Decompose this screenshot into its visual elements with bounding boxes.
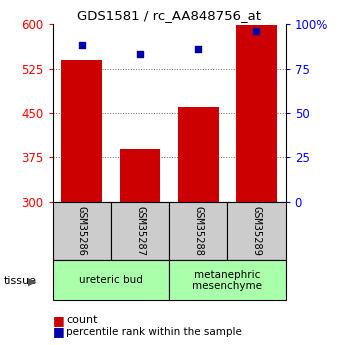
Text: GSM35288: GSM35288 <box>193 206 203 256</box>
Bar <box>178 107 219 202</box>
Bar <box>53 202 111 260</box>
Bar <box>227 202 286 260</box>
Bar <box>236 25 277 202</box>
Point <box>137 52 143 57</box>
Bar <box>111 202 169 260</box>
Bar <box>169 202 227 260</box>
Text: GSM35286: GSM35286 <box>77 206 87 256</box>
Bar <box>169 260 286 300</box>
Bar <box>62 60 102 202</box>
Text: tissue: tissue <box>3 276 36 286</box>
Text: ▶: ▶ <box>28 276 36 286</box>
Point <box>195 46 201 52</box>
Text: metanephric
mesenchyme: metanephric mesenchyme <box>192 269 262 291</box>
Text: percentile rank within the sample: percentile rank within the sample <box>66 327 242 337</box>
Title: GDS1581 / rc_AA848756_at: GDS1581 / rc_AA848756_at <box>77 9 261 22</box>
Text: ■: ■ <box>53 325 65 338</box>
Text: count: count <box>66 315 98 325</box>
Text: ureteric bud: ureteric bud <box>79 275 143 285</box>
Point <box>79 43 85 48</box>
Text: ■: ■ <box>53 314 65 327</box>
Text: GSM35289: GSM35289 <box>252 206 261 256</box>
Text: GSM35287: GSM35287 <box>135 206 145 256</box>
Point <box>254 29 259 34</box>
Bar <box>53 260 169 300</box>
Bar <box>120 149 160 202</box>
